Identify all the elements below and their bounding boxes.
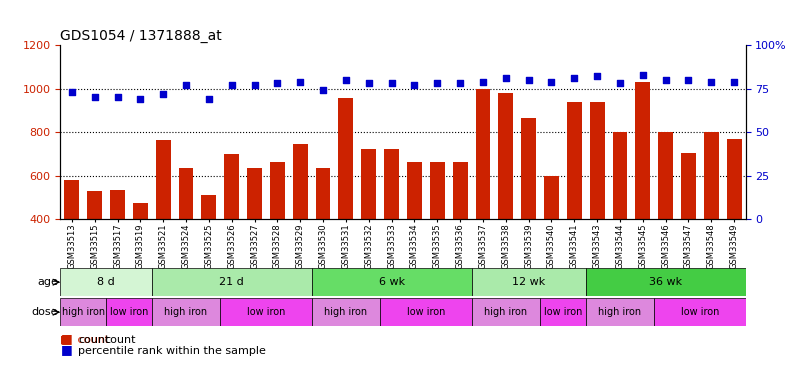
Bar (635, 82, 650, 306)
Text: low iron: low iron (407, 307, 445, 317)
Text: high iron: high iron (324, 307, 368, 317)
Bar (339, 98, 353, 306)
Point (317, 87, 330, 93)
Bar (270, 162, 285, 306)
Bar (453, 162, 467, 306)
Point (156, 91, 169, 97)
Bar (316, 168, 330, 306)
Point (476, 79, 489, 85)
Point (362, 80, 375, 86)
Text: high iron: high iron (62, 307, 105, 317)
Bar (247, 168, 262, 306)
Point (293, 79, 306, 85)
Bar (567, 102, 582, 306)
Point (225, 82, 239, 88)
Bar (430, 162, 445, 306)
Bar (380, 298, 472, 326)
Bar (586, 298, 654, 326)
Bar (407, 162, 422, 306)
Text: count: count (105, 335, 136, 345)
Text: count: count (78, 335, 110, 345)
Bar (544, 176, 559, 306)
Text: percentile rank within the sample: percentile rank within the sample (78, 346, 266, 356)
Bar (472, 268, 586, 296)
Bar (64, 180, 79, 306)
Text: high iron: high iron (164, 307, 208, 317)
Text: low iron: low iron (681, 307, 719, 317)
Point (522, 77, 535, 83)
Text: high iron: high iron (598, 307, 642, 317)
Bar (220, 298, 312, 326)
Text: age: age (37, 277, 58, 287)
Point (248, 82, 261, 88)
Bar (727, 139, 742, 306)
Bar (60, 268, 152, 296)
Text: low iron: low iron (110, 307, 148, 317)
Point (271, 80, 284, 86)
Bar (224, 154, 239, 306)
Bar (361, 148, 376, 306)
Point (704, 79, 717, 85)
Bar (521, 118, 536, 306)
Bar (156, 141, 171, 306)
Point (385, 80, 398, 86)
Text: 36 wk: 36 wk (649, 277, 682, 287)
Point (545, 79, 558, 85)
Bar (293, 144, 308, 306)
Bar (704, 132, 719, 306)
Point (728, 79, 741, 85)
Bar (586, 268, 746, 296)
Bar (384, 149, 399, 306)
Text: low iron: low iron (544, 307, 582, 317)
Text: 6 wk: 6 wk (379, 277, 405, 287)
Point (659, 77, 672, 83)
Bar (106, 298, 152, 326)
Text: ■: ■ (60, 332, 73, 345)
Bar (87, 192, 102, 306)
Text: 12 wk: 12 wk (512, 277, 545, 287)
Bar (202, 195, 216, 306)
Bar (659, 132, 673, 306)
Point (134, 96, 147, 102)
Bar (312, 298, 380, 326)
Point (408, 82, 421, 88)
Bar (472, 298, 540, 326)
Point (339, 77, 352, 83)
Point (180, 82, 193, 88)
Bar (133, 203, 147, 306)
Bar (590, 102, 604, 306)
Bar (152, 268, 312, 296)
Bar (110, 190, 125, 306)
Point (111, 94, 124, 100)
Text: 21 d: 21 d (219, 277, 244, 287)
Bar (152, 298, 220, 326)
Bar (312, 268, 472, 296)
Point (636, 72, 649, 78)
Point (499, 75, 513, 81)
Point (682, 77, 695, 83)
Point (88, 94, 101, 100)
Text: ■: ■ (60, 343, 73, 356)
Text: high iron: high iron (484, 307, 527, 317)
Point (454, 80, 467, 86)
Point (65, 89, 78, 95)
Bar (179, 168, 193, 306)
Bar (498, 93, 513, 306)
Text: dose: dose (31, 307, 58, 317)
Bar (60, 298, 106, 326)
Text: ■  count: ■ count (60, 335, 110, 345)
Bar (613, 132, 627, 306)
Text: low iron: low iron (247, 307, 285, 317)
Text: GDS1054 / 1371888_at: GDS1054 / 1371888_at (60, 28, 222, 43)
Point (591, 74, 604, 80)
Bar (476, 89, 490, 306)
Point (567, 75, 580, 81)
Point (430, 80, 443, 86)
Text: 8 d: 8 d (98, 277, 115, 287)
Bar (540, 298, 586, 326)
Bar (654, 298, 746, 326)
Point (202, 96, 215, 102)
Point (613, 80, 626, 86)
Bar (681, 153, 696, 306)
